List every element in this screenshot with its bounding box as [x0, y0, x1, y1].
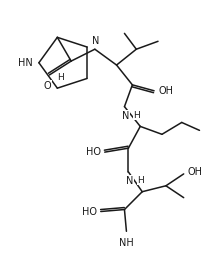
- Text: OH: OH: [188, 167, 203, 177]
- Text: HO: HO: [82, 207, 97, 217]
- Text: N: N: [122, 111, 129, 121]
- Text: H: H: [133, 111, 140, 120]
- Text: OH: OH: [158, 86, 173, 96]
- Text: HO: HO: [86, 147, 101, 157]
- Text: HN: HN: [18, 58, 33, 68]
- Text: H: H: [137, 176, 144, 185]
- Text: N: N: [126, 176, 133, 186]
- Text: H: H: [57, 73, 64, 82]
- Text: O: O: [44, 81, 51, 91]
- Text: NH: NH: [119, 238, 134, 248]
- Text: N: N: [92, 36, 99, 46]
